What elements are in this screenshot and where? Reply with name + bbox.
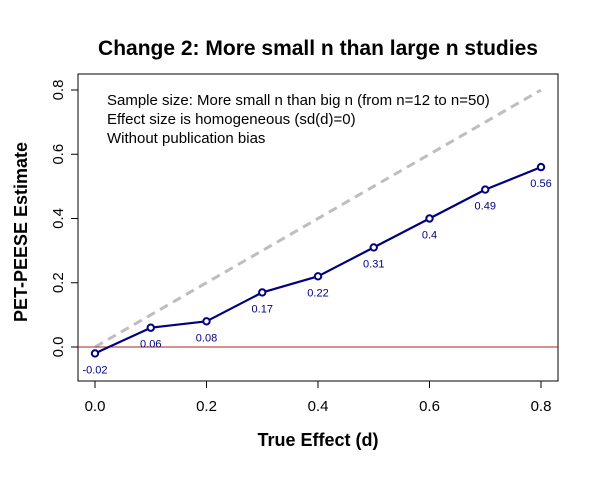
data-label: 0.06 — [140, 339, 161, 351]
data-point — [313, 272, 323, 281]
data-point — [202, 317, 211, 326]
y-tick-label: 0.6 — [50, 144, 67, 165]
data-point — [536, 162, 546, 172]
data-point — [90, 349, 100, 358]
series-line — [94, 166, 542, 355]
y-tick-label: 0.8 — [50, 80, 67, 101]
annotation-line: Effect size is homogeneous (sd(d)=0) — [107, 111, 356, 128]
y-tick-label: 0.0 — [50, 337, 67, 358]
y-tick-label: 0.2 — [50, 272, 67, 293]
y-axis-title: PET-PEESE Estimate — [11, 142, 31, 322]
data-label: 0.31 — [363, 258, 384, 270]
x-tick-label: 0.6 — [419, 398, 440, 415]
data-point — [369, 243, 378, 252]
data-point — [481, 185, 490, 194]
chart-title: Change 2: More small n than large n stud… — [98, 37, 538, 60]
annotation-line: Without publication bias — [107, 130, 265, 147]
data-label: 0.4 — [422, 230, 437, 242]
identity-reference-line — [94, 88, 542, 349]
data-label: 0.56 — [530, 178, 551, 190]
x-tick-label: 0.0 — [85, 398, 106, 415]
x-tick-label: 0.4 — [308, 398, 329, 415]
plot-area: 0.0 0.2 0.4 0.6 0.8 0.0 0.2 0.4 0.6 0.8 Sample siz… — [50, 73, 559, 415]
data-point — [258, 288, 267, 297]
data-label: -0.02 — [82, 364, 107, 376]
x-axis-title: True Effect (d) — [257, 430, 378, 450]
data-label: 0.08 — [196, 332, 217, 344]
annotation-line: Sample size: More small n than big n (fr… — [107, 92, 490, 109]
data-point — [425, 214, 434, 223]
data-label: 0.49 — [475, 201, 496, 213]
data-label: 0.17 — [252, 303, 273, 315]
y-tick-label: 0.4 — [50, 208, 67, 229]
x-tick-label: 0.2 — [196, 398, 217, 415]
data-point — [146, 323, 155, 332]
data-label: 0.22 — [307, 287, 328, 299]
x-tick-label: 0.8 — [531, 398, 552, 415]
